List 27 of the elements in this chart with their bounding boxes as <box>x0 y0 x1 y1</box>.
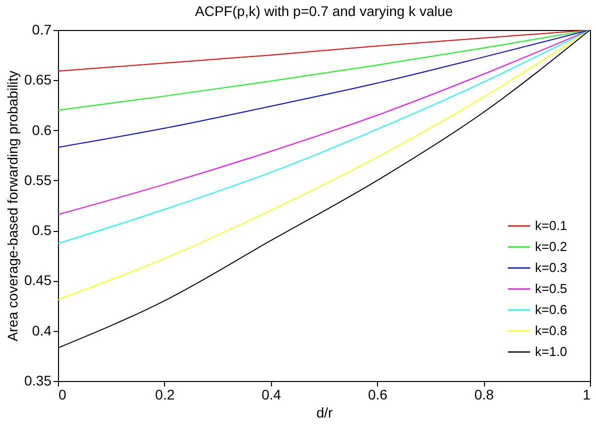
x-tick-label: 0.2 <box>155 386 175 402</box>
y-axis-title: Area coverage-based forwarding probability <box>4 70 20 342</box>
x-tick-label: 1 <box>582 386 591 402</box>
y-tick-label: 0.5 <box>32 222 52 238</box>
y-tick-label: 0.45 <box>24 272 52 288</box>
legend-label: k=0.5 <box>535 281 568 296</box>
y-tick-label: 0.35 <box>24 372 52 388</box>
line-series <box>58 30 590 111</box>
y-tick-label: 0.65 <box>24 72 52 88</box>
x-axis-title: d/r <box>316 404 334 420</box>
legend-label: k=0.3 <box>535 260 568 275</box>
x-tick-label: 0.6 <box>368 386 388 402</box>
y-tick-label: 0.7 <box>32 22 52 38</box>
legend-label: k=0.2 <box>535 239 568 254</box>
y-tick-label: 0.4 <box>32 322 52 338</box>
x-tick-label: 0.8 <box>474 386 494 402</box>
legend-label: k=0.6 <box>535 302 568 317</box>
y-tick-label: 0.6 <box>32 122 52 138</box>
legend-label: k=0.8 <box>535 323 568 338</box>
chart-title: ACPF(p,k) with p=0.7 and varying k value <box>195 3 454 19</box>
legend-label: k=1.0 <box>535 344 568 359</box>
x-tick-label: 0.4 <box>262 386 282 402</box>
legend-label: k=0.1 <box>535 218 568 233</box>
line-series <box>58 30 590 300</box>
y-tick-label: 0.55 <box>24 172 52 188</box>
x-tick-label: 0 <box>58 386 66 402</box>
line-series <box>58 30 590 148</box>
